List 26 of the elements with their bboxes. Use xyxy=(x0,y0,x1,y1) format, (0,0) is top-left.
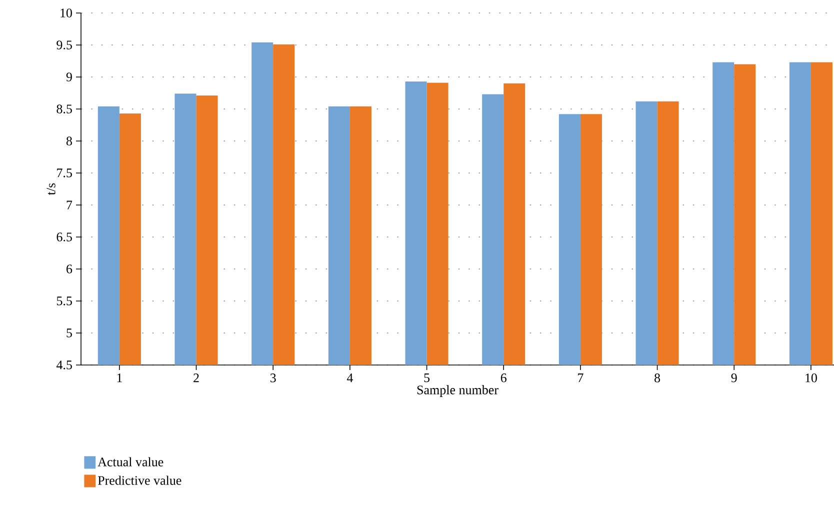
y-axis-title: t/s xyxy=(46,183,56,196)
y-tick-label: 8.5 xyxy=(56,104,72,114)
y-tick-label: 4.5 xyxy=(56,360,72,370)
x-tick-label: 2 xyxy=(194,374,199,382)
x-tick-label: 10 xyxy=(806,374,817,382)
legend-label: Actual value xyxy=(98,457,164,466)
legend-label: Predictive value xyxy=(98,476,182,485)
x-axis-title: Sample number xyxy=(417,385,498,397)
x-tick-label: 3 xyxy=(270,374,276,382)
x-tick-label: 8 xyxy=(654,374,660,382)
x-tick-label: 6 xyxy=(500,374,506,382)
y-tick-label: 9 xyxy=(66,72,72,82)
y-tick-label: 7.5 xyxy=(57,168,72,178)
x-tick-label: 4 xyxy=(346,374,353,382)
y-tick-label: 9.5 xyxy=(56,40,72,50)
y-tick-label: 6.5 xyxy=(56,232,72,242)
y-tick-label: 5.5 xyxy=(56,296,72,306)
y-tick-label: 6 xyxy=(66,264,72,274)
y-tick-label: 5 xyxy=(66,328,72,338)
y-tick-label: 10 xyxy=(60,8,72,18)
y-tick-label: 7 xyxy=(66,200,72,210)
x-tick-label: 9 xyxy=(731,374,737,382)
x-tick-label: 7 xyxy=(578,374,584,382)
x-tick-label: 1 xyxy=(117,374,122,382)
x-tick-label: 5 xyxy=(424,374,430,382)
y-tick-label: 8 xyxy=(66,136,72,146)
